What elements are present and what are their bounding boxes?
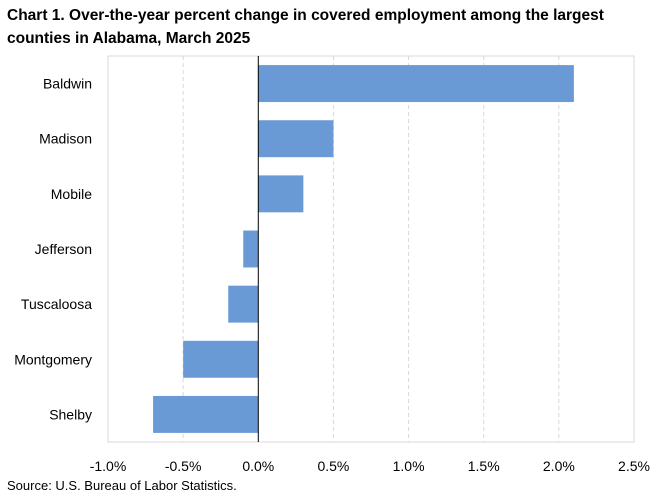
bar-baldwin [258, 65, 574, 103]
x-tick-label: 1.5% [468, 458, 500, 474]
category-label: Baldwin [43, 76, 92, 92]
category-label: Shelby [49, 406, 92, 422]
x-tick-label: -1.0% [90, 458, 127, 474]
x-tick-label: -0.5% [165, 458, 202, 474]
bar-madison [258, 120, 334, 158]
bars [153, 65, 574, 433]
source-note: Source: U.S. Bureau of Labor Statistics. [7, 478, 237, 493]
bar-mobile [258, 175, 304, 213]
bar-shelby [153, 395, 259, 433]
x-tick-label: 2.5% [618, 458, 650, 474]
category-label: Montgomery [14, 351, 92, 367]
category-label: Mobile [51, 186, 92, 202]
x-tick-label: 0.0% [242, 458, 274, 474]
category-labels: Baldwin Madison Mobile Jefferson Tuscaloosa M… [14, 76, 92, 423]
x-tick-labels: -1.0% -0.5% 0.0% 0.5% 1.0% 1.5% 2.0% 2.5% [90, 458, 650, 474]
bar-jefferson [243, 230, 259, 268]
x-tick-label: 0.5% [317, 458, 349, 474]
bar-tuscaloosa [228, 285, 259, 323]
x-tick-label: 2.0% [543, 458, 575, 474]
plot-area-frame [107, 55, 635, 443]
x-tick-label: 1.0% [393, 458, 425, 474]
gridlines [107, 56, 560, 442]
bar-montgomery [183, 340, 259, 378]
category-label: Jefferson [35, 241, 92, 257]
category-label: Tuscaloosa [21, 296, 92, 312]
chart-title: Chart 1. Over-the-year percent change in… [7, 7, 604, 47]
category-label: Madison [39, 131, 92, 147]
